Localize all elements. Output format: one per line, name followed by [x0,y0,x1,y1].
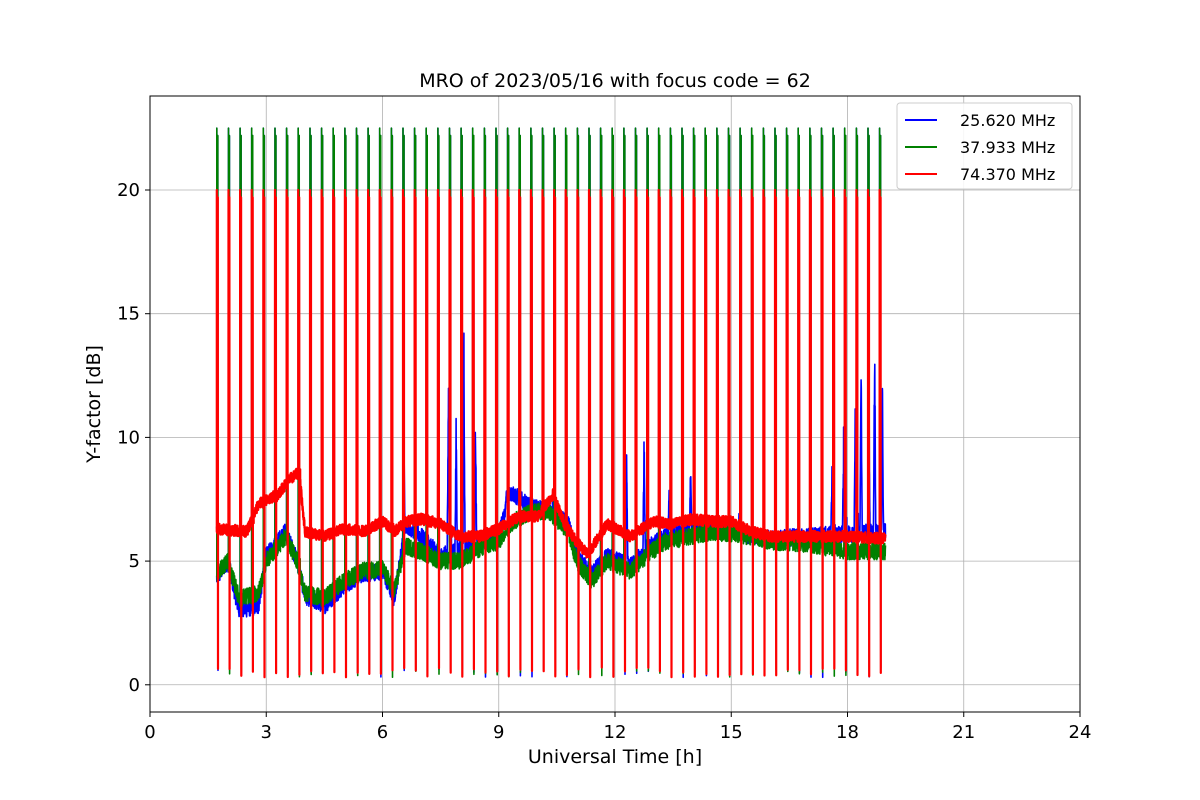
legend-entry-label: 37.933 MHz [960,138,1055,157]
x-tick-label: 3 [261,722,272,743]
chart-title: MRO of 2023/05/16 with focus code = 62 [419,70,811,92]
y-tick-label: 0 [129,675,140,696]
series-lines [215,127,887,679]
x-tick-label: 9 [493,722,504,743]
y-axis-label: Y-factor [dB] [83,345,105,464]
x-tick-label: 24 [1069,722,1092,743]
x-tick-label: 6 [377,722,388,743]
y-tick-label: 20 [117,180,140,201]
legend-box [896,102,1073,190]
x-tick-label: 18 [836,722,859,743]
legend-entry-label: 25.620 MHz [960,111,1055,130]
x-tick-label: 12 [604,722,627,743]
x-axis-label: Universal Time [h] [528,746,702,768]
x-tick-label: 0 [144,722,155,743]
legend: 25.620 MHz 37.933 MHz 74.370 MHz [896,102,1073,190]
y-tick-label: 15 [117,304,140,325]
series-line-3 [215,188,887,679]
x-tick-label: 15 [720,722,743,743]
axis-ticks: 0 3 6 9 12 15 18 21 24 0 5 10 15 20 [117,180,1091,743]
series-line-2 [215,127,887,678]
x-tick-label: 21 [952,722,975,743]
legend-entry-label: 74.370 MHz [960,165,1055,184]
y-tick-label: 5 [129,551,140,572]
y-tick-label: 10 [117,427,140,448]
